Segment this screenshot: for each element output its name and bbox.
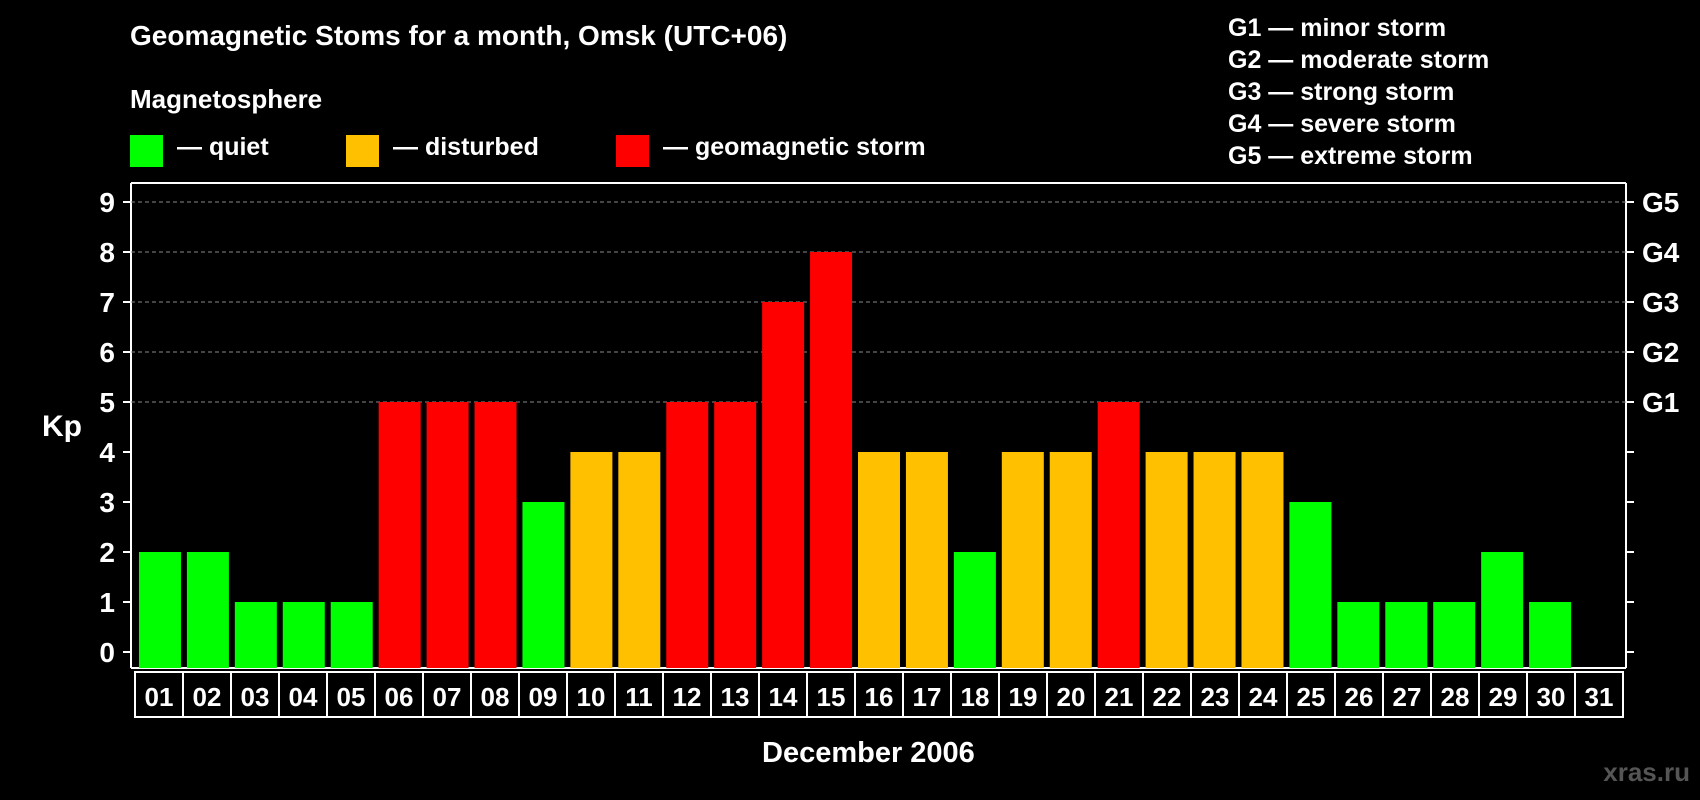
- y-tick-label: 1: [99, 587, 115, 618]
- bar: [1145, 452, 1188, 668]
- x-tick-label: 04: [289, 682, 318, 712]
- x-tick-label: 27: [1393, 682, 1422, 712]
- bar: [1289, 502, 1332, 668]
- right-axis-label: G3: [1642, 287, 1679, 318]
- bar: [666, 402, 709, 668]
- bar: [810, 252, 853, 668]
- legend-title: Magnetosphere: [130, 84, 323, 114]
- bar: [1385, 602, 1428, 668]
- x-tick-label: 03: [241, 682, 270, 712]
- y-tick-label: 2: [99, 537, 115, 568]
- x-tick-label: 16: [865, 682, 894, 712]
- x-tick-label: 08: [481, 682, 510, 712]
- x-tick-label: 18: [961, 682, 990, 712]
- right-axis-label: G2: [1642, 337, 1679, 368]
- right-axis-label: G4: [1642, 237, 1680, 268]
- x-tick-label: 12: [673, 682, 702, 712]
- legend-swatch-quiet: [130, 135, 163, 167]
- bar: [1433, 602, 1476, 668]
- bar: [618, 452, 661, 668]
- x-axis-label: December 2006: [762, 737, 975, 769]
- x-tick-label: 11: [625, 682, 653, 712]
- y-tick-label: 5: [99, 387, 115, 418]
- x-tick-label: 07: [433, 682, 462, 712]
- y-tick-label: 9: [99, 187, 115, 218]
- x-tick-label: 17: [913, 682, 942, 712]
- g-scale-item: G3 — strong storm: [1228, 78, 1455, 106]
- x-tick-label: 23: [1201, 682, 1230, 712]
- x-tick-label: 25: [1297, 682, 1326, 712]
- bar: [570, 452, 613, 668]
- watermark: xras.ru: [1603, 757, 1690, 787]
- bar: [234, 602, 277, 668]
- legend-swatch-disturbed: [346, 135, 379, 167]
- x-tick-label: 30: [1537, 682, 1566, 712]
- bar: [1337, 602, 1380, 668]
- bar: [858, 452, 900, 668]
- bar: [1097, 402, 1140, 668]
- x-tick-label: 24: [1249, 682, 1278, 712]
- g-scale-item: G5 — extreme storm: [1228, 142, 1473, 170]
- y-tick-label: 0: [99, 637, 115, 668]
- x-tick-label: 19: [1009, 682, 1038, 712]
- x-tick-label: 05: [337, 682, 366, 712]
- x-tick-label: 10: [577, 682, 606, 712]
- y-tick-label: 3: [99, 487, 115, 518]
- legend-swatch-storm: [616, 135, 649, 167]
- bar: [1049, 452, 1092, 668]
- bar: [138, 552, 181, 668]
- bar: [714, 402, 757, 668]
- g-scale-item: G1 — minor storm: [1228, 14, 1447, 42]
- bar: [522, 502, 565, 668]
- x-tick-label: 01: [145, 682, 174, 712]
- bar: [762, 302, 805, 668]
- bar: [1193, 452, 1236, 668]
- bar: [186, 552, 229, 668]
- legend-label-disturbed: — disturbed: [393, 133, 539, 161]
- g-scale-legend: G1 — minor storm G2 — moderate storm G3 …: [1228, 12, 1489, 172]
- x-tick-label: 22: [1153, 682, 1182, 712]
- bar: [1001, 452, 1044, 668]
- bar: [905, 452, 948, 668]
- bar: [474, 402, 517, 668]
- x-tick-label: 20: [1057, 682, 1086, 712]
- x-tick-label: 28: [1441, 682, 1470, 712]
- right-axis-label: G5: [1642, 187, 1679, 218]
- x-tick-label: 06: [385, 682, 414, 712]
- legend-label-quiet: — quiet: [177, 133, 269, 161]
- bar: [282, 602, 325, 668]
- x-tick-label: 14: [769, 682, 798, 712]
- x-tick-label: 13: [721, 682, 750, 712]
- x-tick-label: 31: [1585, 682, 1614, 712]
- bar: [1529, 602, 1572, 668]
- legend-label-storm: — geomagnetic storm: [663, 133, 926, 161]
- chart-title: Geomagnetic Stoms for a month, Omsk (UTC…: [130, 20, 788, 51]
- y-tick-label: 4: [99, 437, 115, 468]
- bar: [1481, 552, 1524, 668]
- right-axis-label: G1: [1642, 387, 1679, 418]
- x-tick-label: 02: [193, 682, 222, 712]
- y-axis-label: Kp: [42, 410, 82, 443]
- x-tick-label: 21: [1105, 682, 1134, 712]
- g-scale-item: G2 — moderate storm: [1228, 46, 1490, 74]
- y-tick-label: 8: [99, 237, 115, 268]
- x-tick-label: 26: [1345, 682, 1374, 712]
- x-tick-label: 15: [817, 682, 846, 712]
- bar: [330, 602, 373, 668]
- y-tick-label: 6: [99, 337, 115, 368]
- bar: [378, 402, 421, 668]
- x-tick-label: 09: [529, 682, 558, 712]
- day-strip: [134, 671, 1624, 718]
- g-scale-item: G4 — severe storm: [1228, 110, 1456, 138]
- bar: [1241, 452, 1284, 668]
- x-tick-label: 29: [1489, 682, 1518, 712]
- bar: [426, 402, 469, 668]
- bar: [953, 552, 996, 668]
- y-tick-label: 7: [99, 287, 115, 318]
